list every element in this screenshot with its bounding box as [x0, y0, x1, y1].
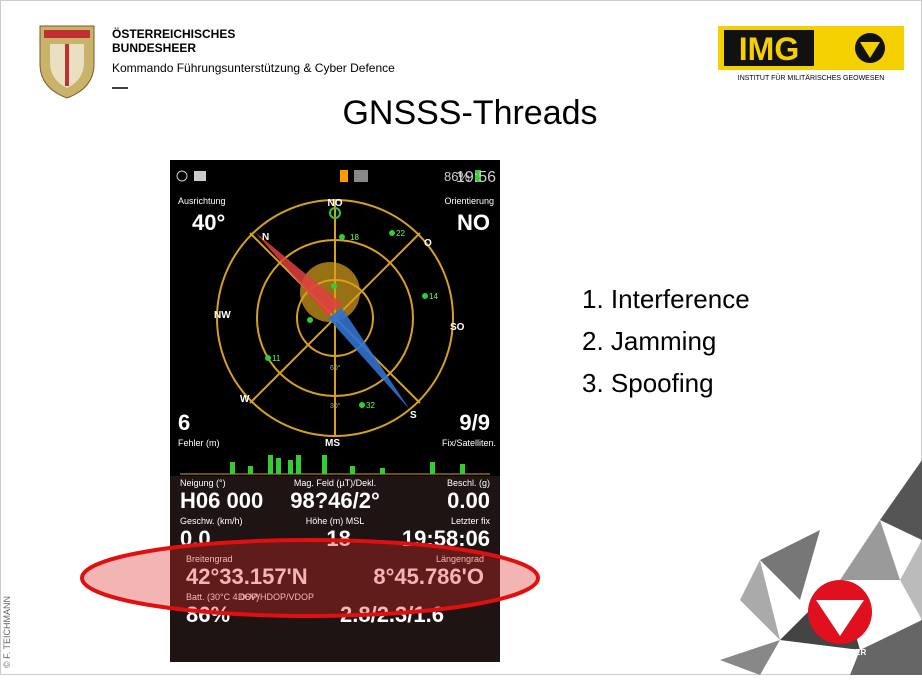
label: Neigung (°) [180, 478, 226, 488]
ring-label: 30° [330, 402, 341, 410]
org-line: ÖSTERREICHISCHES [112, 26, 235, 41]
list-item: 3. Spoofing [582, 368, 714, 398]
compass-label: NO [328, 198, 343, 209]
logo-subtitle: INSTITUT FÜR MILITÄRISCHES GEOWESEN [738, 74, 885, 82]
value: 40° [192, 210, 225, 235]
label: Fehler (m) [178, 438, 220, 448]
compass-label: N [262, 232, 269, 243]
value: 9/9 [459, 410, 490, 435]
label: Beschl. (g) [447, 478, 490, 488]
logo-text: IMG [739, 31, 799, 67]
value: 98?46/2° [290, 488, 380, 513]
compass-label: O [424, 238, 432, 249]
org-line: Kommando Führungsunterstützung & Cyber D… [112, 61, 395, 75]
label: Fix/Satelliten. [442, 438, 496, 448]
value: 0.00 [447, 488, 490, 513]
list-item: 1. Interference [582, 284, 750, 314]
credit: © F. TEICHMANN [2, 596, 12, 668]
slide-title: GNSSS-Threads [342, 94, 597, 132]
highlight-ellipse [82, 540, 538, 616]
slide: ÖSTERREICHISCHES BUNDESHEER Kommando Füh… [0, 0, 922, 675]
label: Geschw. (km/h) [180, 516, 243, 526]
compass-label: S [410, 410, 417, 421]
compass-label: NW [214, 310, 231, 321]
value: 6 [178, 410, 190, 435]
org-line: BUNDESHEER [112, 41, 196, 55]
compass-label: W [240, 394, 250, 405]
value: NO [457, 210, 490, 235]
value: H06 000 [180, 488, 263, 513]
label: Höhe (m) MSL [306, 516, 365, 526]
sat-id: 14 [429, 292, 438, 301]
label: Letzter fix [451, 516, 491, 526]
list-item: 2. Jamming [582, 326, 716, 356]
sat-id: 32 [366, 401, 375, 410]
label: Orientierung [444, 196, 494, 206]
sat-id: 11 [272, 354, 281, 363]
brand: UNSER HEER [814, 648, 867, 657]
status-time: 19:56 [456, 169, 496, 186]
sat-id: 18 [350, 233, 359, 242]
sat-id: 22 [396, 229, 405, 238]
ring-label: 60° [330, 364, 341, 372]
label: Ausrichtung [178, 196, 226, 206]
label: Mag. Feld (µT)/Dekl. [294, 478, 376, 488]
compass-label: SO [450, 322, 465, 333]
compass-label: MS [325, 438, 340, 449]
